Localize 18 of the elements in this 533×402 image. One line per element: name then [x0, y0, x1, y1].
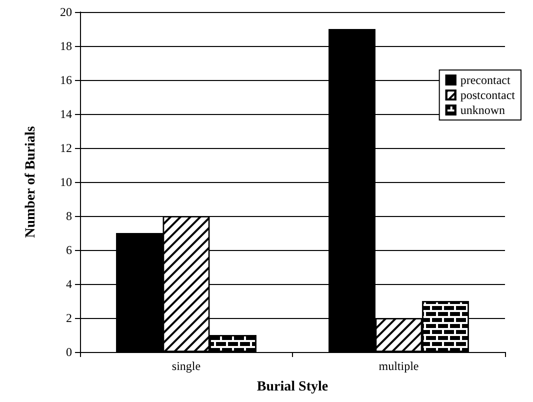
- x-tick-label: single: [172, 359, 201, 373]
- y-tick-label: 2: [66, 311, 72, 325]
- y-tick-label: 18: [60, 39, 72, 53]
- y-tick-label: 20: [60, 5, 72, 19]
- y-tick-label: 10: [60, 175, 72, 189]
- y-tick-label: 16: [60, 73, 72, 87]
- legend-label: precontact: [460, 73, 511, 87]
- y-tick-label: 0: [66, 345, 72, 359]
- legend-label: postcontact: [460, 88, 516, 102]
- y-tick-label: 4: [66, 277, 72, 291]
- y-tick-label: 12: [60, 141, 72, 155]
- y-tick-label: 6: [66, 243, 72, 257]
- x-tick-label: multiple: [378, 359, 419, 373]
- x-axis-title: Burial Style: [256, 380, 328, 394]
- legend-label: unknown: [460, 103, 506, 117]
- y-axis-title: Number of Burials: [24, 126, 38, 238]
- y-tick-label: 14: [60, 107, 72, 121]
- y-tick-label: 8: [66, 209, 72, 223]
